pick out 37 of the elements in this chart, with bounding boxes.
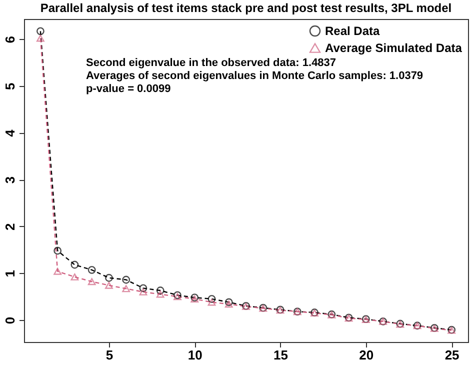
point	[156, 286, 164, 294]
point	[208, 294, 216, 303]
point	[122, 285, 130, 292]
annotation: Second eigenvalue in the observed data: 1.4837	[86, 57, 336, 69]
point	[105, 282, 113, 289]
y-tick-label: 1	[2, 270, 18, 278]
x-tick-label: 10	[188, 348, 202, 362]
point	[70, 260, 79, 269]
chart-title: Parallel analysis of test items stack pre and post test results, 3PL model	[40, 1, 452, 15]
y-tick-label: 0	[2, 316, 18, 324]
point	[36, 27, 44, 36]
y-tick-label: 5	[2, 82, 18, 90]
annotation: Averages of second eigenvalues in Monte Carlo samples: 1.0379	[86, 70, 424, 82]
point	[105, 274, 113, 282]
point	[224, 300, 233, 308]
point	[88, 266, 96, 274]
point	[139, 288, 148, 296]
legend-label: Real Data	[325, 24, 380, 38]
y-tick-label: 4	[2, 128, 18, 137]
x-tick-label: 5	[106, 348, 114, 362]
point	[54, 246, 62, 255]
y-tick-label: 6	[2, 36, 18, 44]
point	[122, 276, 130, 284]
y-tick-label: 3	[2, 176, 18, 184]
legend-label: Average Simulated Data	[325, 41, 462, 55]
point	[208, 298, 216, 306]
point	[88, 278, 96, 286]
point	[70, 273, 79, 280]
annotation: p-value = 0.0099	[86, 83, 171, 95]
point	[139, 284, 148, 292]
point	[156, 290, 164, 298]
x-tick-label: 25	[444, 348, 460, 362]
point	[36, 34, 44, 42]
y-tick-label: 2	[2, 223, 18, 230]
point	[54, 268, 62, 275]
x-tick-label: 20	[359, 348, 374, 362]
x-tick-label: 15	[274, 348, 288, 362]
